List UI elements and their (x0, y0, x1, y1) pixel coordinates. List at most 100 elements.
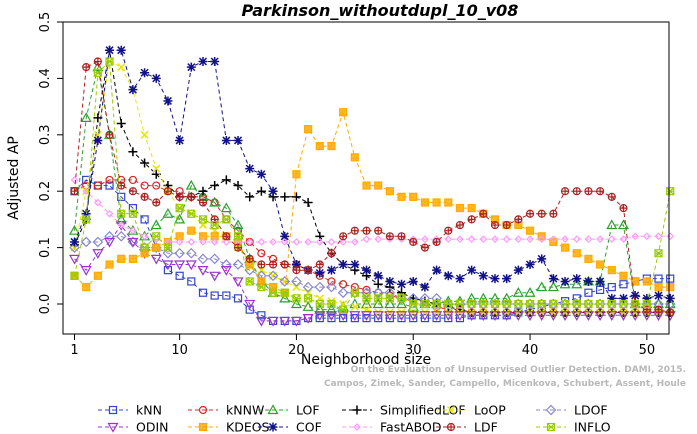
asterisk-marker (420, 282, 430, 292)
chart-title: Parkinson_withoutdupl_10_v08 (242, 1, 519, 20)
asterisk-marker (268, 422, 278, 432)
diamond-small-marker (666, 232, 675, 241)
triangle-down-marker (209, 271, 221, 282)
legend-label: INFLO (574, 420, 611, 434)
triangle-down-marker (279, 316, 291, 327)
series-line (74, 66, 671, 311)
diamond-marker (69, 242, 80, 253)
diamond-small-marker (327, 238, 336, 246)
series-line (74, 49, 671, 299)
plus-marker (245, 192, 255, 202)
circle-marker (198, 405, 208, 415)
asterisk-marker (175, 135, 185, 145)
square-marker (385, 314, 394, 323)
triangle-down-marker (107, 422, 119, 433)
star-box-marker (350, 288, 359, 297)
square-marker (175, 271, 184, 280)
circle-plus-marker (584, 187, 592, 195)
star-box-marker (117, 209, 126, 218)
square-filled-marker (292, 170, 301, 179)
legend-item-lof: LOF (258, 403, 320, 418)
series-inflo (70, 57, 675, 314)
legend-item-kdeos: KDEOS (188, 420, 270, 434)
diamond-small-marker (374, 235, 383, 243)
series-ldf (70, 57, 675, 317)
star-box-marker (631, 300, 640, 308)
asterisk-marker (373, 271, 383, 281)
asterisk-marker (350, 260, 360, 270)
y-axis-label: Adjusted AP (6, 136, 22, 220)
diamond-small-marker (537, 235, 546, 243)
circle-plus-marker (421, 244, 429, 252)
x-marker (152, 164, 161, 173)
x-marker (292, 283, 301, 292)
square-filled-marker (198, 232, 208, 241)
diamond-marker (104, 230, 115, 242)
square-marker (105, 181, 114, 190)
x-tick-label: 10 (171, 343, 188, 358)
asterisk-marker (245, 164, 255, 174)
triangle-up-marker (314, 303, 326, 314)
diamond-small-marker (654, 232, 663, 241)
diamond-marker (431, 293, 442, 304)
diamond-small-marker (140, 232, 149, 241)
x-marker (350, 302, 359, 311)
square-filled-marker (362, 181, 371, 190)
asterisk-marker (326, 265, 336, 275)
watermark-line-1: Campos, Zimek, Sander, Campello, Micenko… (324, 379, 686, 389)
circle-plus-marker (608, 193, 616, 201)
square-marker (198, 288, 208, 297)
triangle-down-marker (314, 311, 326, 322)
triangle-up-marker (489, 292, 501, 303)
star-box-marker (479, 300, 488, 308)
triangle-down-marker (185, 260, 197, 271)
circle-plus-marker (666, 308, 674, 316)
square-marker (233, 294, 243, 303)
asterisk-marker (338, 260, 348, 270)
circle-plus-marker (514, 215, 522, 223)
triangle-down-marker (617, 311, 630, 322)
x-marker (117, 63, 126, 72)
triangle-down-marker (594, 311, 606, 322)
triangle-up-marker (512, 286, 524, 297)
triangle-up-marker (80, 112, 92, 122)
legend-item-ldof: LDOF (536, 403, 608, 418)
triangle-down-marker (571, 311, 583, 322)
square-filled-marker (128, 254, 138, 263)
plus-marker (221, 175, 231, 185)
star-box-marker (339, 305, 348, 314)
series-line (74, 60, 671, 311)
square-filled-marker (619, 271, 628, 280)
square-marker (654, 274, 663, 283)
square-filled-marker (455, 204, 465, 213)
asterisk-marker (455, 274, 465, 284)
diamond-small-marker (353, 423, 361, 431)
diamond-small-marker (70, 176, 79, 184)
circle-plus-marker (187, 193, 195, 201)
asterisk-marker (607, 293, 617, 303)
star-box-marker (526, 300, 534, 308)
series-simplifiedlof (70, 45, 675, 317)
square-filled-marker (339, 108, 348, 117)
diamond-small-marker (514, 235, 523, 243)
star-box-marker (187, 209, 196, 218)
star-box-marker (245, 277, 254, 286)
asterisk-marker (572, 274, 582, 284)
star-box-marker (164, 243, 172, 252)
x-tick-label: 20 (288, 343, 305, 358)
diamond-small-marker (467, 235, 476, 243)
triangle-down-marker (512, 311, 524, 322)
asterisk-marker (630, 291, 640, 301)
triangle-down-marker (197, 266, 209, 276)
square-filled-marker (385, 187, 394, 196)
x-marker (446, 405, 456, 415)
star-box-marker (315, 300, 324, 308)
circle-plus-marker (444, 227, 452, 235)
square-filled-marker (525, 226, 535, 235)
star-box-marker (280, 288, 289, 297)
square-filled-marker (304, 125, 313, 134)
series-kdeos (70, 108, 675, 297)
star-box-marker (584, 300, 593, 308)
square-marker (163, 266, 173, 275)
circle-plus-marker (269, 261, 277, 269)
